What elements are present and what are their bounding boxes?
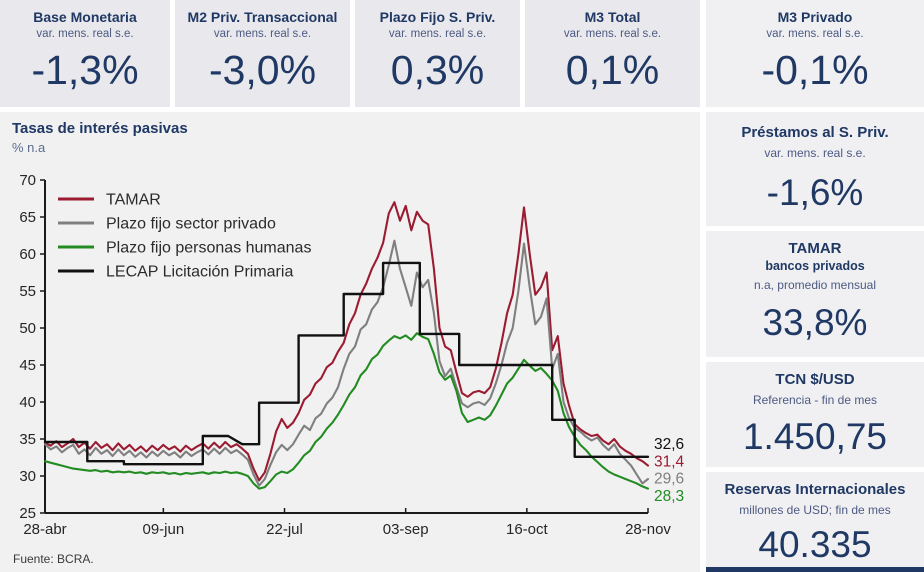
card-value: 0,1%: [565, 47, 660, 93]
card-value: -1,3%: [31, 47, 139, 93]
card-title: Base Monetaria: [33, 9, 137, 25]
x-tick-label: 28-nov: [625, 521, 671, 538]
side-card-title: Reservas Internacionales: [724, 481, 906, 498]
side-card-title: TCN $/USD: [775, 371, 855, 388]
side-card-tcn: TCN $/USD Referencia - fin de mes 1.450,…: [706, 362, 924, 467]
card-subtitle: var. mens. real s.e.: [388, 28, 487, 40]
series-tamar-line: [43, 201, 650, 482]
x-tick-label: 16-oct: [506, 521, 549, 538]
card-subtitle: var. mens. real s.e.: [213, 28, 312, 40]
card-subtitle: var. mens. real s.e.: [36, 28, 134, 40]
side-card-prestamos: Préstamos al S. Priv. var. mens. real s.…: [706, 112, 924, 226]
side-card-value: 40.335: [758, 524, 872, 565]
rates-chart-panel: Tasas de interés pasivas % n.a 25 30 35 40 4…: [0, 112, 700, 572]
side-card-value: -1,6%: [766, 172, 864, 213]
legend-label-lecap: LECAP Licitación Primaria: [106, 264, 293, 281]
x-tick-label: 03-sep: [383, 521, 429, 538]
series-plazo-fijo-sector-privado-line: [43, 239, 650, 487]
y-tick-label: 60: [19, 246, 36, 263]
card-title: Plazo Fijo S. Priv.: [379, 9, 496, 25]
series-plazo-fijo-personas-humanas-line: [43, 332, 650, 490]
card-title: M3 Privado: [777, 9, 853, 25]
series-end-label-plazo-fijo-sector-privado: 29,6: [654, 471, 684, 488]
card-m3-total: M3 Total var. mens. real s.e. 0,1%: [525, 0, 700, 107]
sidebar-accent-bar: [706, 567, 924, 572]
legend-label-plazo-fijo-personas-humanas: Plazo fijo personas humanas: [106, 240, 311, 257]
card-title: M2 Priv. Transaccional: [187, 9, 338, 25]
card-value: 0,3%: [390, 47, 485, 93]
legend-label-tamar: TAMAR: [106, 192, 161, 209]
side-card-title: TAMAR: [788, 240, 842, 257]
card-plazo-fijo-s-priv: Plazo Fijo S. Priv. var. mens. real s.e.…: [355, 0, 520, 107]
chart-source: Fuente: BCRA.: [13, 552, 94, 566]
side-card-reservas: Reservas Internacionales millones de USD…: [706, 472, 924, 567]
side-card-subtitle: n.a, promedio mensual: [753, 278, 877, 292]
side-card-value: 1.450,75: [742, 416, 888, 457]
card-value: -3,0%: [208, 47, 317, 93]
card-subtitle: var. mens. real s.e.: [766, 28, 864, 40]
series-lecap-line: [43, 261, 650, 466]
card-base-monetaria: Base Monetaria var. mens. real s.e. -1,3…: [0, 0, 170, 107]
side-card-subtitle: var. mens. real s.e.: [764, 146, 866, 160]
y-tick-label: 40: [19, 394, 36, 411]
card-title: M3 Total: [584, 9, 641, 25]
side-card-subtitle: Referencia - fin de mes: [752, 393, 878, 407]
chart-unit-label: % n.a: [12, 140, 46, 155]
card-m2-priv-transaccional: M2 Priv. Transaccional var. mens. real s…: [175, 0, 350, 107]
series-end-label-tamar: 31,4: [654, 453, 685, 470]
side-card-value: 33,8%: [762, 302, 868, 343]
chart-title: Tasas de interés pasivas: [12, 120, 188, 137]
series-end-label-lecap: 32,6: [654, 436, 684, 453]
x-tick-label: 28-abr: [23, 521, 66, 538]
x-tick-label: 09-jun: [142, 521, 184, 538]
y-tick-label: 70: [19, 172, 36, 189]
side-card-title: Préstamos al S. Priv.: [741, 124, 889, 141]
card-m3-privado: M3 Privado var. mens. real s.e. -0,1%: [706, 0, 924, 107]
side-card-subtitle: millones de USD; fin de mes: [739, 503, 891, 517]
x-tick-label: 22-jul: [266, 521, 303, 538]
y-tick-label: 65: [19, 209, 36, 226]
series-end-label-plazo-fijo-personas-humanas: 28,3: [654, 488, 684, 505]
y-tick-label: 25: [19, 505, 36, 522]
side-card-subtitle-2: bancos privados: [765, 259, 865, 273]
card-value: -0,1%: [761, 47, 869, 93]
card-subtitle: var. mens. real s.e.: [563, 28, 662, 40]
legend-label-plazo-fijo-sector-privado: Plazo fijo sector privado: [106, 216, 276, 233]
y-tick-label: 55: [19, 283, 36, 300]
y-tick-label: 30: [19, 468, 36, 485]
y-tick-label: 35: [19, 431, 36, 448]
y-tick-label: 45: [19, 357, 36, 374]
y-tick-label: 50: [19, 320, 36, 337]
rates-line-chart: 25 30 35 40 45 50 55 60 65 70 28-abr 09-jun 22-jul 03…: [19, 172, 685, 538]
side-card-tamar: TAMAR bancos privados n.a, promedio mens…: [706, 231, 924, 357]
